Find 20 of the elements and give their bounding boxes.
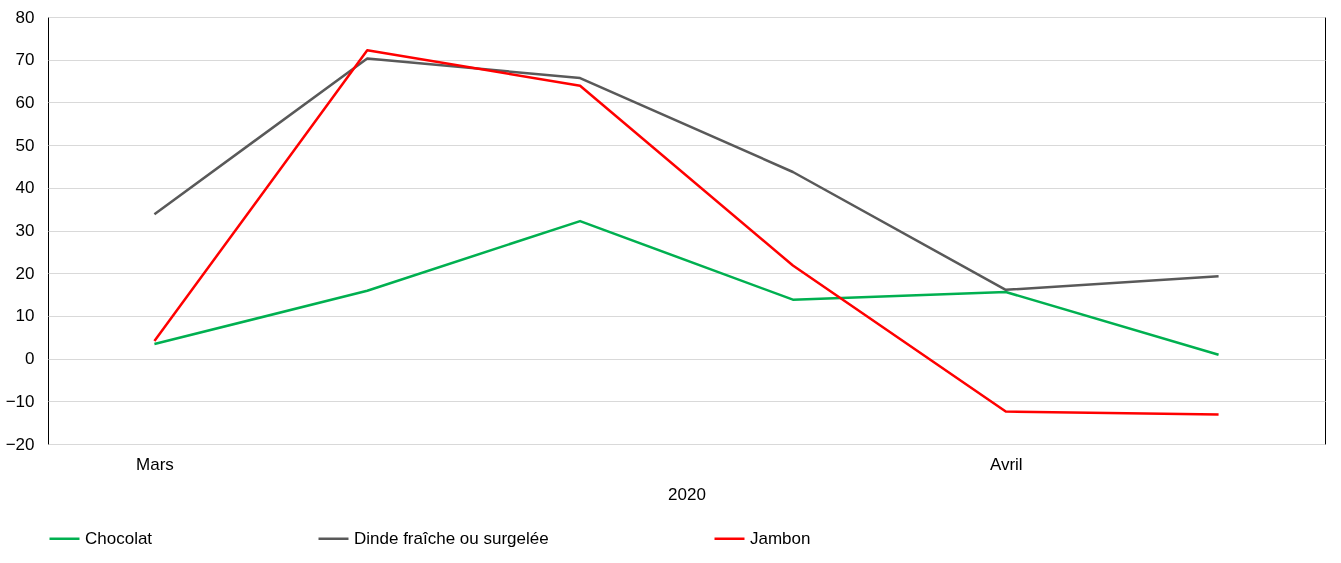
y-tick-label: 0: [25, 349, 35, 369]
x-axis-title: 2020: [668, 484, 706, 504]
y-tick-label: 10: [15, 306, 35, 326]
x-tick-label: Mars: [136, 454, 174, 474]
y-tick-label: 80: [15, 7, 35, 27]
line-series: [153, 57, 1220, 292]
legend-label: Chocolat: [85, 528, 153, 548]
y-tick-label: 70: [15, 50, 35, 70]
y-tick-label: 30: [15, 221, 35, 240]
y-tick-label: 40: [15, 178, 35, 198]
y-tick-label: 60: [15, 92, 35, 112]
line-series: [153, 49, 1220, 416]
y-tick-label: 50: [15, 135, 35, 155]
y-tick-label: −10: [5, 391, 35, 411]
y-tick-label: −20: [5, 434, 35, 454]
x-tick-label: Avril: [989, 454, 1023, 474]
line-series: [153, 219, 1220, 357]
legend-label: Jambon: [750, 528, 811, 548]
y-tick-label: 20: [15, 263, 35, 283]
legend-label: Dinde fraîche ou surgelée: [354, 528, 549, 548]
